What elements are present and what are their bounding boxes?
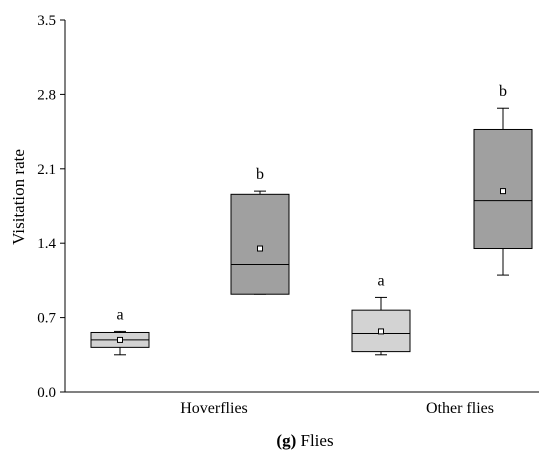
- mean-marker: [117, 336, 123, 343]
- box-3: a: [351, 272, 411, 356]
- box-rect: [230, 193, 290, 295]
- box-1: a: [90, 306, 150, 356]
- box-2: b: [230, 166, 290, 295]
- category-label: Hoverflies: [180, 400, 248, 417]
- y-tick-label: 1.4: [37, 236, 56, 252]
- significance-letter: b: [256, 166, 264, 183]
- caption-text: Flies: [301, 431, 334, 450]
- y-tick-label: 2.8: [37, 87, 56, 103]
- boxes: a b a b: [90, 83, 533, 356]
- y-axis: 0.0 0.7 1.4 2.1 2.8 3.5: [37, 13, 539, 401]
- y-tick-label: 0.0: [37, 385, 56, 401]
- x-axis-labels: Hoverflies Other flies: [180, 400, 494, 417]
- significance-letter: a: [116, 306, 123, 323]
- significance-letter: b: [499, 83, 507, 100]
- y-tick-label: 3.5: [37, 13, 56, 29]
- category-label: Other flies: [426, 400, 494, 417]
- y-tick-label: 0.7: [37, 311, 56, 327]
- mean-marker: [500, 188, 506, 195]
- y-axis-title: Visitation rate: [9, 149, 28, 245]
- caption-panel-label: (g): [276, 431, 296, 450]
- significance-letter: a: [377, 272, 384, 289]
- y-tick-label: 2.1: [37, 162, 56, 178]
- box-4: b: [473, 83, 533, 276]
- mean-marker: [257, 245, 263, 252]
- figure-caption: (g) Flies: [276, 431, 333, 450]
- mean-marker: [378, 328, 384, 335]
